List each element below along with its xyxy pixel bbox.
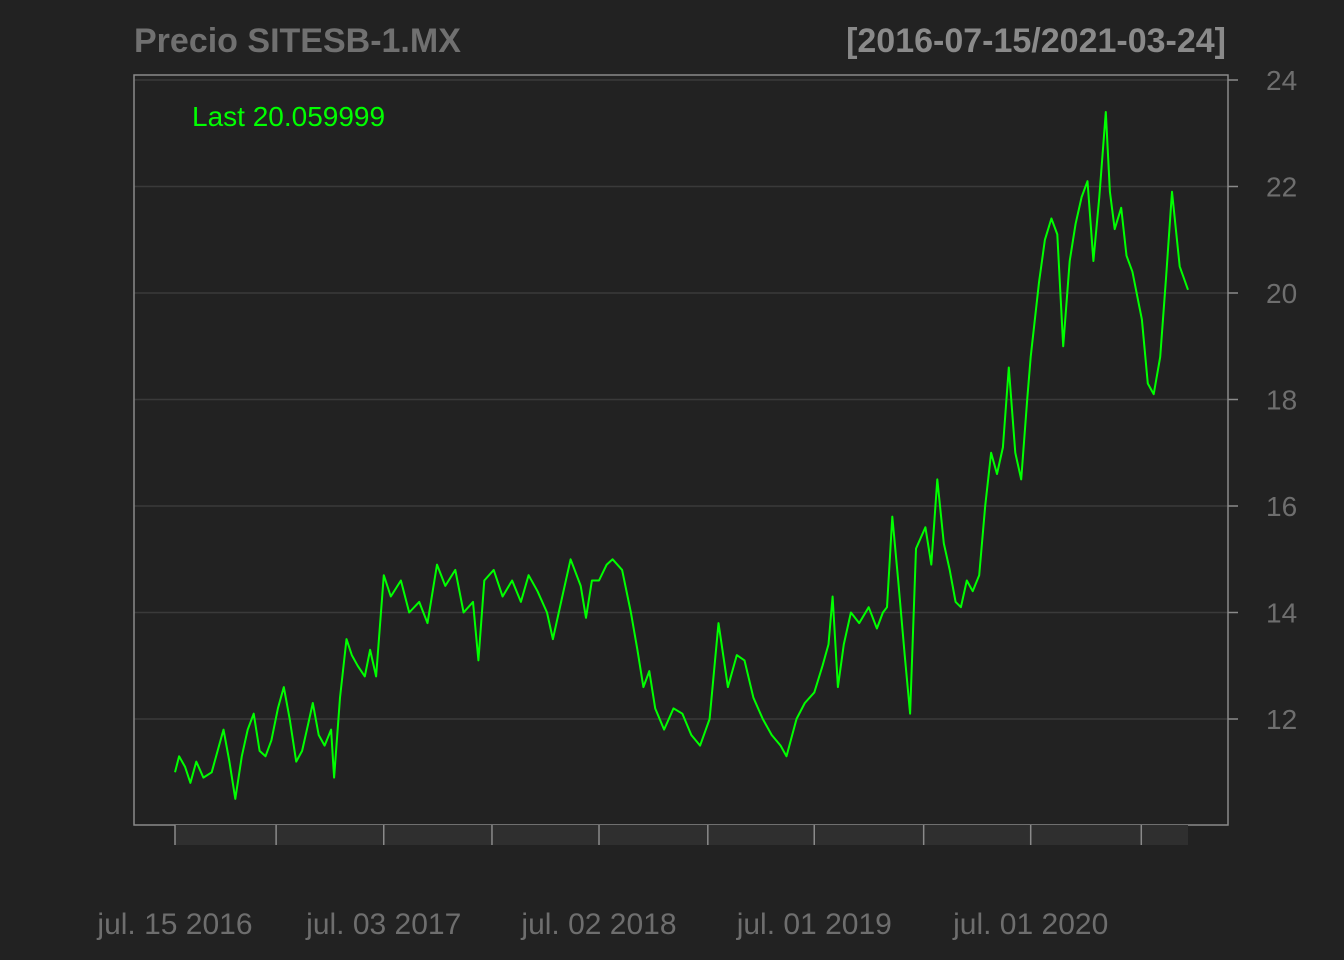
grid-lines xyxy=(134,79,1228,720)
y-tick-label: 16 xyxy=(1266,491,1297,522)
y-tick-label: 24 xyxy=(1266,65,1297,96)
series-layer xyxy=(174,111,1189,800)
last-value-label: Last 20.059999 xyxy=(192,101,385,132)
y-tick-label: 20 xyxy=(1266,278,1297,309)
x-tick-label: jul. 01 2019 xyxy=(736,908,892,941)
x-tick-label: jul. 02 2018 xyxy=(520,908,676,941)
x-axis-band xyxy=(175,825,1188,845)
y-axis-ticks: 12 14 16 18 20 22 24 xyxy=(1228,65,1297,735)
y-tick-label: 14 xyxy=(1266,598,1297,629)
x-axis-ticks: jul. 15 2016 jul. 03 2017 jul. 02 2018 jul.… xyxy=(96,825,1143,941)
chart-title: Precio SITESB-1.MX xyxy=(134,22,461,60)
x-tick-label: jul. 03 2017 xyxy=(305,908,461,941)
series-line xyxy=(174,111,1189,800)
y-tick-label: 18 xyxy=(1266,385,1297,416)
y-tick-label: 12 xyxy=(1266,704,1297,735)
x-tick-label: jul. 15 2016 xyxy=(96,908,252,941)
x-tick-label: jul. 01 2020 xyxy=(952,908,1108,941)
y-tick-label: 22 xyxy=(1266,172,1297,203)
date-range-label: [2016-07-15/2021-03-24] xyxy=(846,22,1226,60)
